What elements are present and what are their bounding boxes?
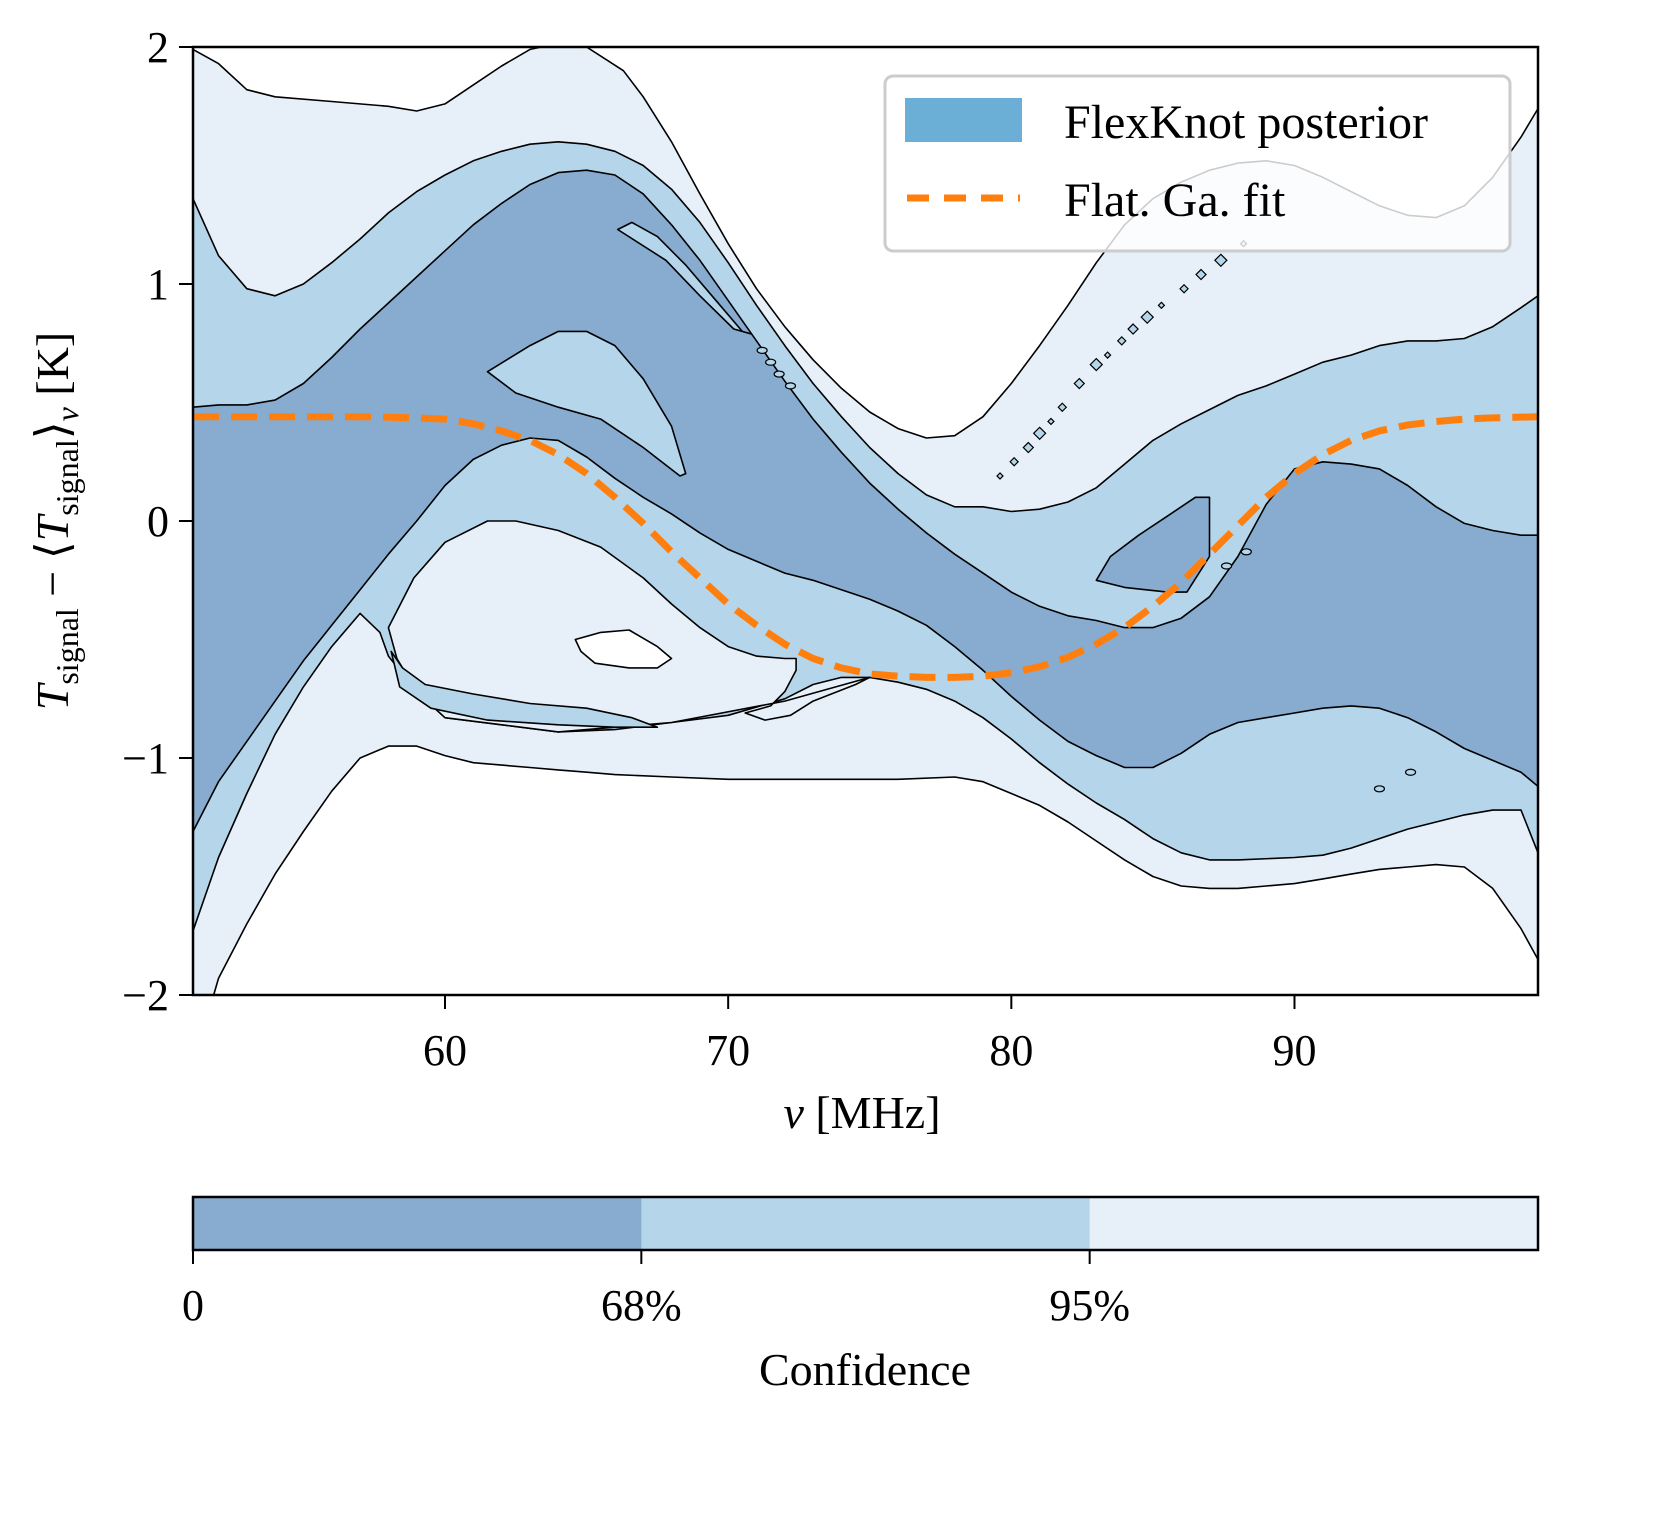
colorbar-segment-68	[193, 1197, 642, 1250]
contour-island-3	[390, 650, 659, 729]
contour-speck-10	[1127, 323, 1139, 335]
y-axis: 2 1 0 −1 −2	[122, 23, 193, 1020]
x-axis-label-unit	[804, 1087, 816, 1138]
contour-speck-15	[1214, 253, 1228, 268]
y-label-t2: T	[27, 512, 78, 541]
colorbar-segment-outer	[1089, 1197, 1539, 1250]
colorbar-frame	[191, 1195, 1540, 1252]
contour-island-5	[1095, 496, 1211, 593]
contour-speck-0	[996, 472, 1004, 480]
x-axis: 60 70 80 90	[423, 995, 1316, 1075]
y-axis-label: Tsignal − ⟨Tsignal⟩ν [K]	[27, 332, 85, 710]
y-tick-label: −1	[122, 734, 169, 783]
contour-speck-13	[1179, 283, 1189, 294]
y-label-unit: [K]	[27, 332, 78, 407]
flat-gaussian-fit-line	[193, 413, 1538, 681]
x-axis-label: ν [MHz]	[783, 1087, 940, 1138]
contour-speck-14	[1195, 268, 1207, 281]
contour-speck-7	[1089, 357, 1104, 372]
legend-label-flexknot: FlexKnot posterior	[1064, 96, 1428, 149]
contour-island-1	[616, 221, 752, 335]
y-label-sub: signal	[49, 608, 85, 685]
contour-dot-7	[1404, 768, 1417, 776]
contour-dot-6	[1373, 785, 1386, 793]
x-axis-label-unit-text: [MHz]	[815, 1087, 940, 1138]
colorbar: 0 68% 95% Confidence	[182, 1195, 1540, 1395]
x-axis-label-symbol: ν	[783, 1087, 804, 1138]
y-label-close: ⟩	[27, 421, 78, 439]
contour-speck-11	[1140, 310, 1155, 325]
colorbar-ticks: 0 68% 95%	[182, 1250, 1130, 1330]
x-tick-label: 60	[423, 1026, 467, 1075]
contour-island-0	[486, 330, 687, 477]
y-tick-label: −2	[122, 971, 169, 1020]
y-tick-label: 0	[147, 497, 169, 546]
contour-dot-3	[784, 382, 797, 390]
legend-label-fit: Flat. Ga. fit	[1064, 174, 1286, 227]
contour-band-68	[193, 169, 1538, 833]
contour-islands	[387, 221, 1417, 793]
y-label-minus: − ⟨	[27, 541, 78, 608]
contour-bands	[193, 47, 1538, 995]
colorbar-tick-label: 68%	[601, 1281, 682, 1330]
contour-speck-8	[1103, 351, 1112, 359]
contour-dot-2	[773, 370, 785, 378]
legend: FlexKnot posterior Flat. Ga. fit	[883, 74, 1512, 253]
contour-speck-4	[1047, 417, 1055, 426]
contour-dot-4	[1240, 548, 1252, 556]
contour-dot-1	[765, 358, 777, 366]
contour-speck-3	[1032, 426, 1047, 441]
y-label-sub2: signal	[49, 439, 85, 516]
x-tick-label: 90	[1272, 1026, 1316, 1075]
contour-speck-9	[1116, 336, 1127, 346]
colorbar-segments	[193, 1197, 1539, 1250]
colorbar-segment-95	[641, 1197, 1091, 1250]
legend-box	[883, 74, 1512, 253]
contour-speck-12	[1157, 301, 1166, 310]
contour-speck-2	[1022, 441, 1035, 454]
colorbar-tick-label: 0	[182, 1281, 204, 1330]
x-tick-label: 80	[989, 1026, 1033, 1075]
colorbar-tick-label: 95%	[1049, 1281, 1130, 1330]
colorbar-label: Confidence	[759, 1344, 971, 1395]
y-label-nu: ν	[49, 406, 85, 421]
contour-island-2	[387, 520, 871, 733]
legend-patch-flexknot	[905, 98, 1022, 142]
y-tick-label: 2	[147, 23, 169, 72]
contour-dot-0	[756, 346, 768, 354]
contour-speck-6	[1073, 377, 1086, 390]
contour-island-4	[574, 629, 673, 669]
contour-speck-5	[1057, 402, 1068, 413]
y-label-t: T	[27, 681, 78, 710]
contour-speck-1	[1009, 456, 1020, 467]
y-tick-label: 1	[147, 260, 169, 309]
contour-dot-5	[1220, 562, 1233, 570]
x-tick-label: 70	[706, 1026, 750, 1075]
